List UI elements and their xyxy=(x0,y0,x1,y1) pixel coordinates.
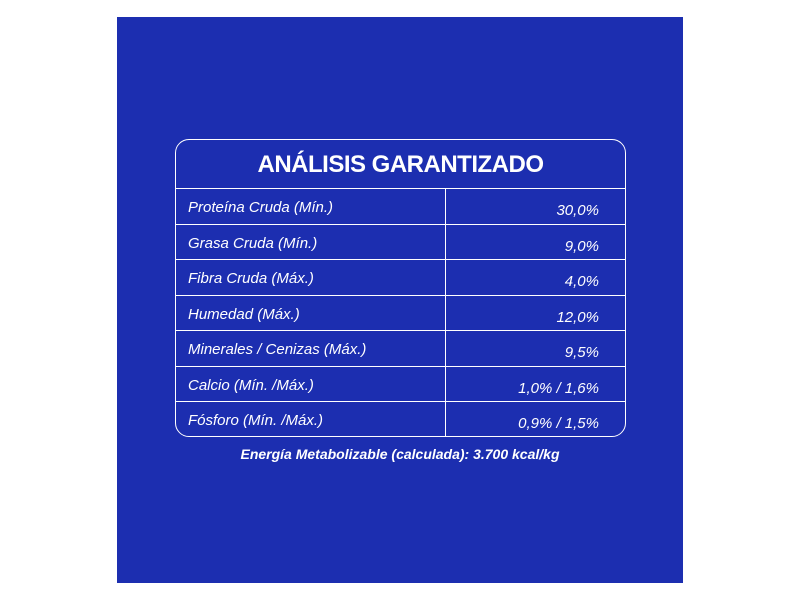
row-value: 9,5% xyxy=(564,344,599,361)
energy-footnote: Energía Metabolizable (calculada): 3.700… xyxy=(240,446,560,462)
row-value: 0,9% / 1,5% xyxy=(518,415,599,432)
table-title: ANÁLISIS GARANTIZADO xyxy=(257,151,545,178)
row-value: 12,0% xyxy=(556,308,599,326)
row-label: Fósforo (Mín. /Máx.) xyxy=(188,412,324,429)
table-row: Fósforo (Mín. /Máx.) 0,9% / 1,5% xyxy=(176,401,625,437)
row-label: Calcio (Mín. /Máx.) xyxy=(188,376,314,394)
row-label: Proteína Cruda (Mín.) xyxy=(188,199,334,216)
table-row: Minerales / Cenizas (Máx.) 9,5% xyxy=(176,330,625,366)
row-value: 1,0% / 1,6% xyxy=(518,379,599,397)
table-row: Calcio (Mín. /Máx.) 1,0% / 1,6% xyxy=(176,365,625,402)
table-row: Proteína Cruda (Mín.) 30,0% xyxy=(176,188,625,224)
table-row: Humedad (Máx.) 12,0% xyxy=(176,294,625,331)
row-value: 30,0% xyxy=(556,202,599,219)
row-value: 9,0% xyxy=(564,237,599,255)
row-label: Grasa Cruda (Mín.) xyxy=(188,234,318,252)
table-row: Grasa Cruda (Mín.) 9,0% xyxy=(176,223,625,260)
row-label: Minerales / Cenizas (Máx.) xyxy=(188,341,367,358)
row-label: Fibra Cruda (Máx.) xyxy=(188,270,314,287)
row-label: Humedad (Máx.) xyxy=(188,305,300,323)
table-row: Fibra Cruda (Máx.) 4,0% xyxy=(176,259,625,295)
column-divider xyxy=(445,188,446,436)
row-value: 4,0% xyxy=(564,273,599,290)
guaranteed-analysis-table: ANÁLISIS GARANTIZADO Proteína Cruda (Mín… xyxy=(175,139,626,437)
table-rows: Proteína Cruda (Mín.) 30,0% Grasa Cruda … xyxy=(176,188,625,437)
blue-panel xyxy=(117,17,683,583)
